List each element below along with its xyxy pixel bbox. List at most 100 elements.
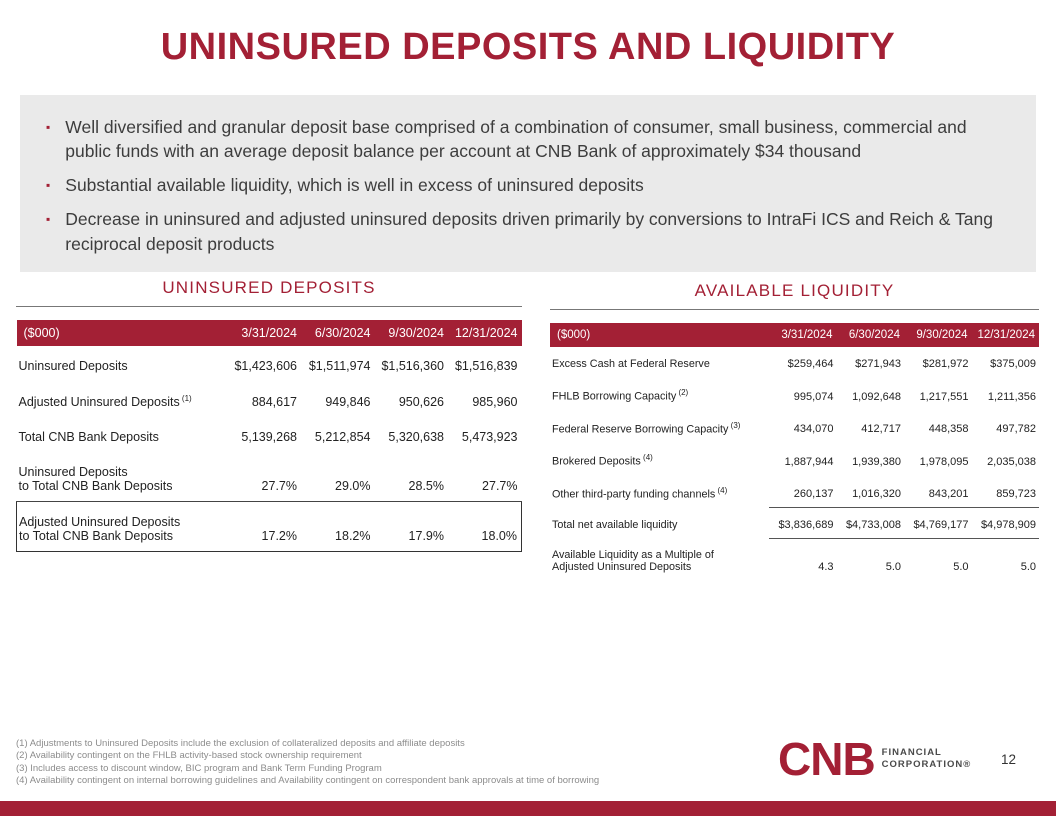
bullet-item: ▪ Decrease in uninsured and adjusted uni… bbox=[34, 207, 1012, 255]
footnote-line: (4) Availability contingent on internal … bbox=[16, 775, 600, 787]
cell-value: $281,972 bbox=[922, 358, 969, 370]
cell-value: 28.5% bbox=[374, 452, 448, 503]
cnb-logo-line2: CORPORATION® bbox=[881, 759, 972, 770]
footnote-ref: (4) bbox=[715, 485, 728, 495]
table-row: Federal Reserve Borrowing Capacity (3) 43… bbox=[550, 410, 1039, 443]
row-label: Excess Cash at Federal Reserve bbox=[552, 358, 710, 370]
table-row: Total CNB Bank Deposits 5,139,268 5,212,85… bbox=[17, 417, 522, 452]
bullet-text: Well diversified and granular deposit ba… bbox=[65, 117, 967, 162]
cell-value: 843,201 bbox=[904, 474, 972, 508]
column-header: ($000) bbox=[16, 320, 228, 346]
available-liquidity-title: AVAILABLE LIQUIDITY bbox=[550, 281, 1039, 310]
cell-value: 1,887,944 bbox=[784, 455, 834, 468]
row-label: Available Liquidity as a Multiple of Adj… bbox=[552, 549, 714, 574]
cell-value: 859,723 bbox=[971, 474, 1039, 508]
column-header: 12/31/2024 bbox=[971, 323, 1039, 347]
footnote-ref: (3) bbox=[728, 420, 741, 430]
cell-value: 260,137 bbox=[769, 474, 837, 508]
available-liquidity-table: ($000) 3/31/2024 6/30/2024 9/30/2024 12/31/2… bbox=[550, 323, 1039, 580]
uninsured-deposits-title: UNINSURED DEPOSITS bbox=[16, 278, 522, 307]
cnb-logo-line1: FINANCIAL bbox=[881, 746, 942, 758]
row-label: Adjusted Uninsured Deposits to Total CNB… bbox=[16, 501, 228, 553]
row-label: Total net available liquidity bbox=[552, 519, 678, 532]
column-header: 9/30/2024 bbox=[374, 320, 448, 346]
table-row: Uninsured Deposits $1,423,606 $1,511,974 $1… bbox=[17, 346, 522, 381]
cell-value: 985,960 bbox=[472, 395, 518, 410]
uninsured-deposits-table: ($000) 3/31/2024 6/30/2024 9/30/2024 12/31/2… bbox=[16, 320, 522, 553]
footnote-ref: (2) bbox=[676, 388, 689, 397]
cell-value: 5,139,268 bbox=[241, 430, 297, 445]
footnotes: (1) Adjustments to Uninsured Deposits in… bbox=[16, 738, 599, 787]
table-row: Excess Cash at Federal Reserve $259,464 $2… bbox=[550, 347, 1039, 377]
cell-value: 1,978,095 bbox=[919, 455, 969, 468]
available-liquidity-section: AVAILABLE LIQUIDITY ($000) 3/31/2024 6/30/… bbox=[550, 281, 1039, 580]
cell-value: 18.2% bbox=[301, 501, 375, 553]
cell-value: 884,617 bbox=[251, 395, 297, 410]
column-header: 9/30/2024 bbox=[904, 323, 972, 347]
row-label: Uninsured Deposits bbox=[18, 359, 128, 373]
column-header: 3/31/2024 bbox=[769, 323, 837, 347]
cell-value: $1,423,606 bbox=[234, 359, 297, 373]
cell-value: 1,092,648 bbox=[852, 390, 901, 403]
cell-value: 2,035,038 bbox=[987, 455, 1036, 468]
slide-title: UNINSURED DEPOSITS AND LIQUIDITY bbox=[160, 26, 896, 68]
cell-value: 1,211,356 bbox=[987, 390, 1036, 403]
row-label: FHLB Borrowing Capacity (2) bbox=[552, 388, 689, 403]
bullet-text: Substantial available liquidity, which i… bbox=[65, 175, 644, 196]
cnb-logo: CNB FINANCIAL CORPORATION® bbox=[778, 736, 971, 782]
column-header: 6/30/2024 bbox=[836, 323, 904, 347]
cell-value: 497,782 bbox=[996, 423, 1036, 436]
cell-value: $1,516,360 bbox=[381, 359, 444, 373]
column-header: 6/30/2024 bbox=[301, 320, 375, 346]
bottom-accent-bar bbox=[0, 801, 1056, 816]
cell-value: 5,320,638 bbox=[388, 430, 444, 445]
cell-value: 17.2% bbox=[227, 501, 301, 553]
cell-value: $375,009 bbox=[990, 358, 1036, 370]
cell-value: 412,717 bbox=[861, 423, 901, 436]
row-label: Brokered Deposits (4) bbox=[552, 453, 653, 468]
row-label: Total CNB Bank Deposits bbox=[18, 430, 159, 445]
table-row: Total net available liquidity $3,836,689 $… bbox=[550, 507, 1039, 539]
page-number: 12 bbox=[1000, 752, 1016, 767]
cell-value: 27.7% bbox=[448, 452, 522, 503]
bullet-square-icon: ▪ bbox=[46, 212, 51, 227]
cell-value: 5.0 bbox=[1020, 561, 1036, 574]
column-header: 12/31/2024 bbox=[448, 320, 522, 346]
cell-value: 950,626 bbox=[398, 395, 444, 410]
table-row: Brokered Deposits (4) 1,887,944 1,939,380 1… bbox=[550, 442, 1039, 475]
column-header: ($000) bbox=[550, 323, 769, 347]
table-row: Adjusted Uninsured Deposits (1) 884,617 94… bbox=[17, 381, 522, 417]
cell-value: 5,212,854 bbox=[314, 430, 371, 445]
bullet-item: ▪ Substantial available liquidity, which… bbox=[34, 173, 1012, 197]
table-header-row: ($000) 3/31/2024 6/30/2024 9/30/2024 12/31/2… bbox=[550, 323, 1039, 347]
cell-value: 949,846 bbox=[325, 395, 371, 410]
row-label: Adjusted Uninsured Deposits (1) bbox=[18, 394, 192, 410]
column-header: 3/31/2024 bbox=[227, 320, 301, 346]
cell-value: $259,464 bbox=[787, 358, 834, 370]
bullet-square-icon: ▪ bbox=[46, 120, 51, 134]
cnb-logo-text: CNB bbox=[778, 733, 876, 785]
bullet-item: ▪ Well diversified and granular deposit … bbox=[34, 115, 1012, 163]
cell-value: 5,473,923 bbox=[461, 430, 518, 445]
cell-value: 17.9% bbox=[374, 501, 448, 553]
row-label: Other third-party funding channels (4) bbox=[552, 485, 728, 501]
row-label: Uninsured Deposits to Total CNB Bank Dep… bbox=[16, 452, 228, 503]
footnote-ref: (4) bbox=[640, 453, 653, 463]
cell-value: $1,516,839 bbox=[454, 359, 518, 373]
cell-value: 5.0 bbox=[885, 561, 901, 574]
cnb-logo-subtext: FINANCIAL CORPORATION® bbox=[882, 747, 972, 772]
bullet-text: Decrease in uninsured and adjusted unins… bbox=[65, 209, 993, 254]
uninsured-deposits-section: UNINSURED DEPOSITS ($000) 3/31/2024 6/30/2… bbox=[16, 278, 522, 553]
highlights-box: ▪ Well diversified and granular deposit … bbox=[20, 95, 1036, 272]
table-row: FHLB Borrowing Capacity (2) 995,074 1,092,… bbox=[550, 377, 1039, 410]
footnote-line: (1) Adjustments to Uninsured Deposits in… bbox=[16, 738, 465, 749]
table-header-row: ($000) 3/31/2024 6/30/2024 9/30/2024 12/31/2… bbox=[16, 320, 522, 346]
footnote-line: (2) Availability contingent on the FHLB … bbox=[16, 750, 362, 762]
row-label: Federal Reserve Borrowing Capacity (3) bbox=[552, 420, 741, 436]
cell-value: 4.3 bbox=[818, 561, 834, 574]
table-row: Adjusted Uninsured Deposits to Total CNB… bbox=[16, 501, 522, 553]
cell-value: $4,978,909 bbox=[971, 507, 1039, 539]
table-row: Uninsured Deposits to Total CNB Bank Dep… bbox=[16, 452, 522, 503]
footnote-line: (3) Includes access to discount window, … bbox=[16, 762, 382, 774]
